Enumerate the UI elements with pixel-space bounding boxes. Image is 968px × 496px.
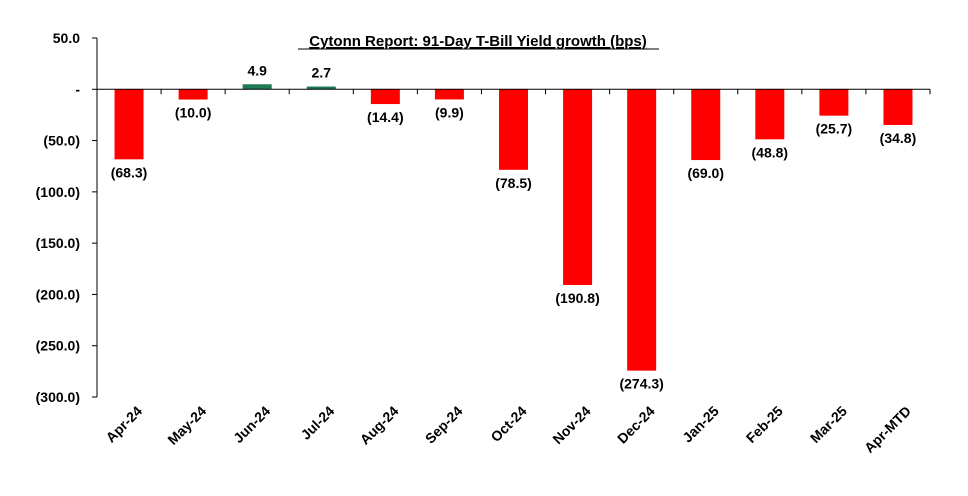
x-tick-label: Sep-24 (422, 403, 466, 447)
data-label: (14.4) (367, 109, 404, 125)
x-tick-label: Feb-25 (743, 403, 786, 446)
x-tick-label: Dec-24 (614, 403, 658, 447)
x-tick-label: May-24 (164, 403, 209, 448)
bar-aug-24 (370, 89, 400, 105)
bar-may-24 (178, 89, 208, 100)
y-tick-label: (150.0) (36, 235, 80, 251)
x-tick-label: Jan-25 (679, 403, 722, 446)
data-label: (10.0) (175, 105, 212, 121)
data-label: (9.9) (435, 104, 464, 120)
data-label: (190.8) (555, 290, 599, 306)
x-tick-label: Aug-24 (357, 403, 402, 448)
bars-group (114, 84, 913, 371)
data-label: 2.7 (312, 65, 332, 81)
bar-jul-24 (306, 86, 336, 90)
x-tick-label: Jul-24 (297, 403, 337, 443)
bar-jun-24 (242, 84, 272, 90)
data-label: 4.9 (247, 62, 267, 78)
x-tick-label: Apr-24 (102, 403, 145, 446)
data-label: (34.8) (880, 130, 917, 146)
bar-apr-24 (114, 89, 144, 160)
x-tick-label: Jun-24 (230, 403, 273, 446)
data-label: (25.7) (816, 121, 853, 137)
data-label: (68.3) (111, 164, 148, 180)
bar-jan-25 (691, 89, 721, 161)
y-tick-label: - (75, 81, 80, 97)
y-axis: 50.0 - (50.0) (100.0) (150.0) (200.0) (250.0) (… (36, 30, 98, 405)
x-tick-label: Mar-25 (807, 403, 850, 446)
data-label: (48.8) (752, 144, 789, 160)
bar-oct-24 (499, 89, 528, 170)
bar-dec-24 (627, 89, 657, 371)
y-tick-label: (200.0) (36, 286, 80, 302)
bar-sep-24 (434, 89, 464, 100)
y-tick-label: 50.0 (53, 30, 80, 46)
bar-nov-24 (563, 89, 593, 285)
data-label: (69.0) (687, 165, 724, 181)
data-label: (274.3) (619, 376, 663, 392)
chart-title: Cytonn Report: 91-Day T-Bill Yield growt… (309, 33, 647, 50)
x-tick-label: Oct-24 (487, 403, 529, 445)
x-tick-label: Nov-24 (549, 403, 593, 447)
bar-mar-25 (819, 89, 849, 116)
y-tick-label: (100.0) (36, 184, 80, 200)
data-labels-group: (68.3) (10.0) 4.9 2.7 (14.4) (9.9) (78.5) (190.… (111, 62, 917, 391)
data-label: (78.5) (495, 175, 532, 191)
y-tick-label: (50.0) (43, 133, 80, 149)
y-tick-label: (250.0) (36, 338, 80, 354)
bar-feb-25 (755, 89, 785, 140)
bar-apr-mtd (883, 89, 913, 125)
y-tick-label: (300.0) (36, 389, 80, 405)
x-tick-label: Apr-MTD (861, 403, 914, 456)
